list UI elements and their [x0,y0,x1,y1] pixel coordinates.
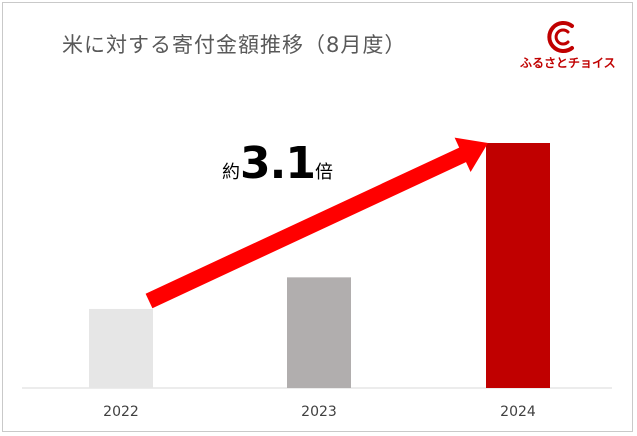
brand-logo: ふるさとチョイス [520,18,616,78]
bar-2023 [287,277,351,388]
choice-logo-icon [547,21,574,53]
x-tick-label: 2024 [500,404,536,420]
x-tick-label: 2022 [103,404,139,420]
annotation-suffix: 倍 [314,162,333,183]
growth-arrow [145,137,488,309]
brand-logo-text: ふるさとチョイス [520,56,616,70]
bar-2022 [89,308,153,388]
chart-title: 米に対する寄付金額推移（8月度） [62,33,407,57]
annotation-prefix: 約 [222,162,240,183]
annotation-value: 3.1 [240,138,316,189]
bar-2024 [486,143,550,388]
growth-annotation: 約3.1倍 [222,138,333,189]
x-tick-label: 2023 [301,404,337,420]
